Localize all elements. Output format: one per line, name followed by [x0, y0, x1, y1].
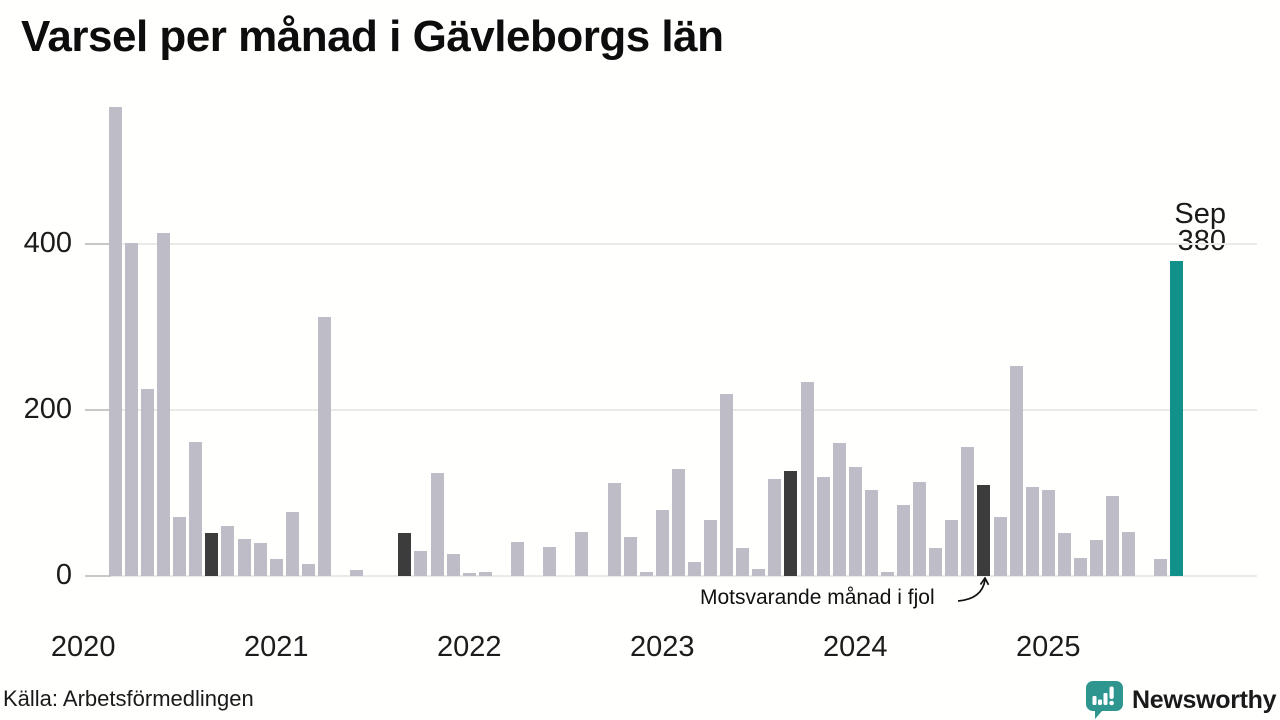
y-axis-label-400: 400: [23, 227, 72, 260]
y-axis-tick-400: [85, 243, 111, 246]
bar-2024-07: [945, 520, 959, 576]
gridline-400: [85, 243, 1257, 246]
bar-2021-02: [285, 512, 299, 576]
x-axis-label-2023: 2023: [629, 631, 695, 663]
bar-2025-02: [1057, 532, 1071, 576]
bar-2023-04: [704, 520, 717, 576]
bar-2024-11: [1009, 366, 1023, 576]
chart-title: Varsel per månad i Gävleborgs län: [21, 12, 724, 61]
bar-2023-01: [655, 509, 669, 576]
y-axis-label-200: 200: [23, 393, 72, 426]
bar-2020-07: [173, 517, 187, 576]
bar-2020-06: [157, 233, 171, 576]
bar-2025-08: [1154, 558, 1168, 576]
annotation-arrow-icon: [957, 576, 990, 602]
current-value-number: 380: [1177, 225, 1226, 257]
bar-2023-12: [832, 443, 846, 576]
bar-2023-03: [687, 561, 701, 576]
bar-2020-12: [253, 542, 267, 576]
bar-2022-11: [623, 537, 637, 576]
bar-2023-07: [752, 568, 766, 576]
bar-2021-11: [430, 473, 444, 576]
current-month-label: Sep: [1174, 198, 1226, 230]
bar-2021-04: [317, 317, 331, 576]
bar-2024-08: [961, 446, 975, 576]
y-axis-tick-0: [85, 575, 111, 577]
bar-2022-02: [478, 571, 492, 576]
bar-2021-12: [446, 553, 460, 576]
x-axis-label-2024: 2024: [823, 631, 888, 663]
bar-2025-04: [1090, 539, 1104, 576]
bar-2025-05: [1106, 495, 1120, 576]
bar-2021-01: [269, 559, 283, 576]
bar-2022-01: [462, 572, 476, 576]
bar-2024-04: [897, 504, 911, 576]
bar-2024-12: [1025, 487, 1039, 576]
annotation-text: Motsvarande månad i fjol: [700, 586, 935, 609]
bar-2023-05: [720, 393, 734, 576]
bar-2022-06: [543, 546, 557, 576]
bar-2022-08: [575, 532, 589, 576]
bar-2024-02: [864, 489, 878, 576]
newsworthy-bubble-chart-icon: [1086, 681, 1123, 719]
bar-2024-05: [913, 482, 927, 576]
source-attribution: Källa: Arbetsförmedlingen: [3, 686, 254, 711]
bar-2024-09: [977, 484, 991, 576]
bar-2021-06: [350, 570, 364, 576]
newsworthy-wordmark: Newsworthy: [1132, 685, 1277, 714]
bar-2020-09: [205, 532, 219, 576]
bar-2025-01: [1041, 489, 1055, 576]
x-axis-label-2025: 2025: [1016, 631, 1081, 663]
bar-2020-03: [108, 107, 122, 576]
bar-2020-10: [221, 526, 235, 576]
bar-2023-06: [736, 547, 750, 576]
newsworthy-logo: Newsworthy: [1086, 681, 1277, 719]
bar-2024-10: [993, 517, 1007, 576]
bar-2025-09: [1170, 260, 1184, 576]
bar-2022-12: [639, 571, 653, 576]
bar-2023-08: [768, 478, 782, 576]
bar-2024-03: [880, 571, 894, 576]
y-axis-label-0: 0: [55, 559, 72, 591]
bar-2021-09: [398, 532, 412, 576]
bar-2023-11: [816, 477, 830, 576]
bar-2020-05: [141, 388, 155, 576]
bar-2021-10: [414, 551, 428, 576]
bar-2022-10: [607, 483, 621, 576]
bar-2023-02: [671, 469, 685, 576]
x-axis-label-2021: 2021: [243, 631, 309, 663]
bar-2022-04: [510, 541, 524, 576]
x-axis-label-2022: 2022: [436, 631, 502, 663]
gridline-200: [85, 409, 1257, 412]
bar-2024-06: [929, 547, 943, 576]
bar-2023-09: [784, 470, 798, 576]
current-value-label: Sep 380: [1174, 198, 1226, 257]
bar-2021-03: [301, 564, 315, 576]
gridline-0: [85, 575, 1257, 577]
bar-2024-01: [848, 467, 862, 576]
bar-2023-10: [800, 381, 814, 576]
bar-2025-03: [1073, 557, 1087, 576]
y-axis-tick-200: [85, 409, 111, 412]
bar-2020-04: [124, 243, 138, 576]
x-axis-label-2020: 2020: [50, 631, 116, 663]
bar-2025-06: [1122, 532, 1136, 576]
bar-2020-08: [189, 442, 203, 576]
bar-2020-11: [237, 538, 251, 576]
